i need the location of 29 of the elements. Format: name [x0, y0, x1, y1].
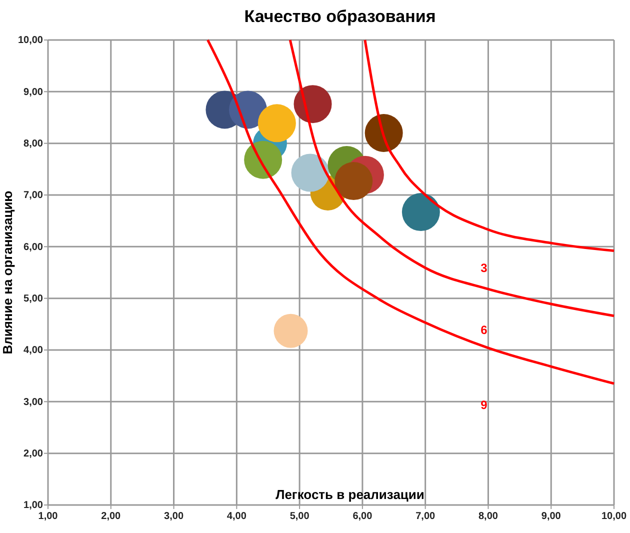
y-tick-label: 9,00 — [24, 86, 44, 98]
annotation: 3 — [480, 261, 488, 276]
x-tick-label: 1,00 — [38, 511, 58, 522]
annotation: 6 — [480, 323, 488, 338]
y-tick-label: 4,00 — [24, 345, 44, 356]
x-tick-label: 10,00 — [601, 511, 627, 522]
x-tick-label: 9,00 — [541, 511, 562, 522]
y-tick-label: 1,00 — [24, 500, 44, 512]
x-tick-label: 3,00 — [164, 511, 184, 522]
y-axis-title: Влияние на организацию — [0, 190, 15, 354]
y-tick-label: 2,00 — [24, 448, 44, 460]
x-tick-label: 4,00 — [226, 511, 247, 522]
x-tick-label: 2,00 — [101, 511, 122, 522]
x-axis-title: Легкость в реализации — [276, 487, 424, 502]
y-tick-label: 6,00 — [24, 242, 44, 253]
y-tick-label: 5,00 — [24, 294, 44, 305]
y-tick-label: 10,00 — [18, 35, 44, 46]
x-tick-label: 6,00 — [352, 511, 373, 522]
y-tick-label: 8,00 — [24, 138, 44, 150]
annotation: 9 — [480, 398, 488, 412]
chart-title: Качество образования — [244, 7, 436, 26]
line-series — [288, 38, 616, 318]
line-series — [364, 38, 616, 252]
x-tick-label: 8,00 — [478, 511, 498, 522]
x-tick-label: 7,00 — [416, 511, 436, 522]
y-tick-label: 7,00 — [24, 190, 44, 202]
x-tick-label: 5,00 — [290, 511, 310, 522]
y-tick-label: 3,00 — [24, 396, 44, 408]
line-series — [206, 38, 616, 385]
